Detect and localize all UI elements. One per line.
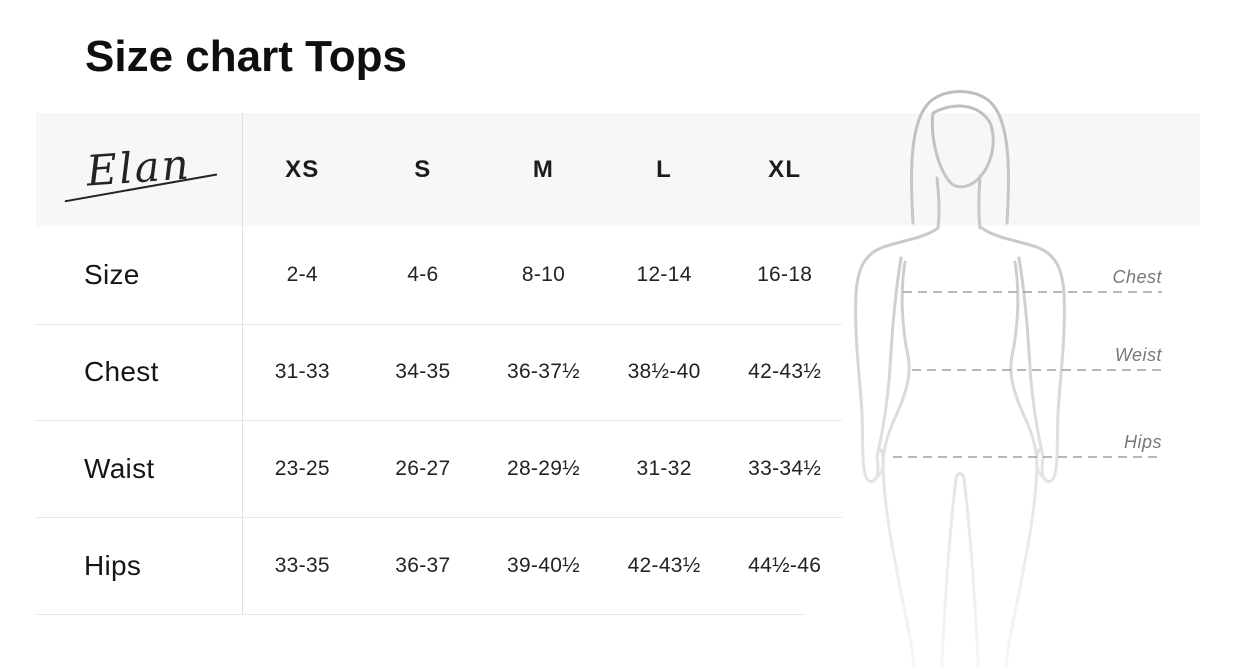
table-cell: 42-43½ bbox=[627, 553, 701, 577]
row-label-waist: Waist bbox=[84, 452, 155, 484]
row-divider bbox=[36, 324, 842, 325]
row-values-chest: 31-33 34-35 36-37½ 38½-40 42-43½ bbox=[242, 324, 845, 420]
woman-outline-icon bbox=[854, 90, 1066, 666]
table-cell: 36-37½ bbox=[506, 360, 580, 383]
size-header-m: M bbox=[532, 155, 555, 183]
table-cell: 4-6 bbox=[407, 263, 439, 286]
size-header-xl: XL bbox=[768, 155, 802, 183]
row-label-chest: Chest bbox=[84, 356, 159, 387]
table-cell: 28-29½ bbox=[506, 456, 580, 480]
brand-logo-text: Elan bbox=[84, 139, 192, 195]
table-cell: 31-32 bbox=[636, 456, 692, 480]
table-cell: 16-18 bbox=[757, 263, 813, 286]
brand-logo-canvas: Elan bbox=[64, 139, 218, 202]
brand-logo-underline bbox=[64, 173, 218, 202]
table-cell: 36-37 bbox=[395, 553, 451, 577]
column-divider bbox=[242, 113, 243, 614]
table-cell: 44½-46 bbox=[748, 553, 822, 577]
measurement-guides bbox=[893, 291, 1162, 458]
row-label-hips: Hips bbox=[84, 549, 142, 581]
brand-logo: Elan bbox=[36, 113, 242, 226]
table-cell: 39-40½ bbox=[506, 553, 580, 577]
body-figure-canvas: Chest Weist Hips bbox=[854, 90, 1163, 666]
table-row-chest: Chest 31-33 34-35 36-37½ 38½-40 42-43½ bbox=[36, 324, 845, 420]
table-cell: 38½-40 bbox=[627, 360, 701, 383]
row-label-size: Size bbox=[84, 259, 140, 290]
figure-label-weist: Weist bbox=[1115, 345, 1163, 365]
row-values-waist: 23-25 26-27 28-29½ 31-32 33-34½ bbox=[242, 420, 845, 517]
figure-label-chest: Chest bbox=[1112, 267, 1162, 287]
figure-label-hips: Hips bbox=[1124, 432, 1162, 452]
table-row-waist: Waist 23-25 26-27 28-29½ 31-32 33-34½ bbox=[36, 420, 845, 517]
size-header-xs: XS bbox=[285, 155, 320, 183]
table-cell: 34-35 bbox=[395, 360, 451, 383]
table-bottom-border bbox=[36, 614, 806, 615]
body-figure: Chest Weist Hips bbox=[850, 80, 1170, 666]
row-values-size: 2-4 4-6 8-10 12-14 16-18 bbox=[242, 226, 845, 324]
size-header-l: L bbox=[656, 155, 673, 183]
table-cell: 42-43½ bbox=[748, 360, 822, 383]
table-cell: 33-35 bbox=[274, 553, 330, 577]
size-header-row: XS S M L XL bbox=[242, 113, 845, 226]
row-values-hips: 33-35 36-37 39-40½ 42-43½ 44½-46 bbox=[242, 517, 845, 614]
table-cell: 31-33 bbox=[274, 360, 330, 383]
table-cell: 2-4 bbox=[286, 263, 318, 286]
table-cell: 33-34½ bbox=[748, 456, 822, 480]
size-header-s: S bbox=[414, 155, 432, 183]
row-divider bbox=[36, 420, 842, 421]
table-row-size: Size 2-4 4-6 8-10 12-14 16-18 bbox=[36, 226, 845, 324]
table-header-band bbox=[36, 113, 1200, 226]
table-cell: 23-25 bbox=[274, 456, 330, 480]
table-row-hips: Hips 33-35 36-37 39-40½ 42-43½ 44½-46 bbox=[36, 517, 845, 614]
table-cell: 12-14 bbox=[636, 263, 692, 286]
page-title: Size chart Tops bbox=[85, 32, 407, 81]
row-divider bbox=[36, 517, 842, 518]
table-cell: 26-27 bbox=[395, 456, 451, 480]
table-cell: 8-10 bbox=[521, 263, 566, 286]
